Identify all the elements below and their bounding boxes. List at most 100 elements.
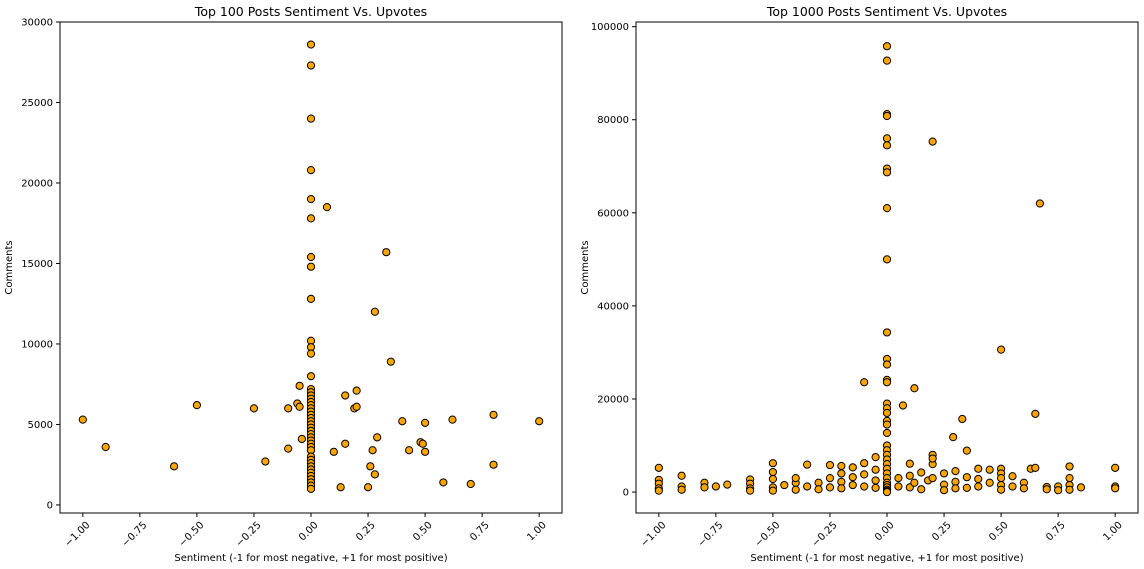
data-point (336, 483, 345, 492)
data-point (882, 378, 892, 387)
data-point (405, 446, 414, 455)
data-point (898, 401, 908, 410)
data-point (306, 194, 316, 204)
data-point (297, 434, 306, 444)
data-point (882, 204, 892, 213)
x-ticks: −1.00 −0.75 −0.50 −0.25 0.00 0.25 0.50 0.75 1.00 (63, 513, 549, 549)
data-point (1065, 473, 1074, 483)
data-point (996, 485, 1006, 494)
data-point (466, 479, 475, 489)
data-point (962, 473, 971, 482)
data-point (382, 248, 391, 257)
x-tick-label: 0.75 (1044, 520, 1068, 544)
data-point (398, 417, 407, 426)
y-ticks: 0 20000 40000 60000 80000 100000 (591, 22, 636, 499)
data-point (322, 203, 332, 212)
data-point (420, 447, 430, 456)
y-tick-label: 20000 (597, 394, 629, 405)
data-point (1019, 484, 1029, 493)
data-point (654, 486, 663, 495)
data-point (928, 454, 937, 463)
data-point (910, 384, 919, 393)
data-point (306, 484, 316, 493)
data-point (1111, 484, 1120, 493)
data-point (803, 482, 812, 491)
data-point (306, 61, 316, 70)
data-point (1035, 199, 1044, 208)
data-point (825, 483, 835, 492)
x-tick-label: 0.50 (987, 520, 1011, 544)
data-point (1065, 485, 1074, 494)
data-point (745, 486, 755, 495)
data-point (101, 442, 110, 452)
data-point (985, 478, 994, 487)
chart-top-100-posts: Top 100 Posts Sentiment Vs. Upvotes Sent… (4, 4, 563, 564)
data-point (996, 345, 1006, 354)
data-point (939, 486, 949, 495)
data-point (882, 56, 892, 65)
data-point (882, 134, 892, 143)
data-point (768, 474, 778, 484)
data-point (780, 480, 789, 490)
data-point (1008, 482, 1017, 491)
data-point (882, 408, 892, 418)
data-point (917, 485, 926, 494)
data-point (489, 410, 498, 419)
x-axis-label: Sentiment (-1 for most negative, +1 for … (174, 553, 447, 564)
data-point (860, 470, 869, 479)
data-point (768, 467, 778, 477)
data-point (768, 486, 778, 495)
data-point (341, 391, 350, 400)
data-point (700, 483, 709, 492)
y-tick-label: 5000 (28, 420, 53, 431)
data-point (306, 214, 316, 223)
data-point (368, 446, 377, 455)
y-tick-label: 10000 (21, 339, 53, 350)
data-point (837, 461, 846, 471)
data-point (677, 485, 686, 494)
data-point (654, 463, 663, 472)
scatter-points (654, 42, 1120, 497)
data-point (882, 168, 892, 177)
x-tick-label: 0.00 (873, 520, 897, 544)
x-tick-label: 0.25 (930, 520, 954, 544)
data-point (825, 460, 835, 470)
y-tick-label: 0 (623, 488, 629, 499)
x-tick-label: −0.50 (753, 520, 782, 549)
data-point (951, 484, 960, 493)
data-point (882, 328, 892, 337)
data-point (905, 459, 914, 468)
data-point (448, 415, 457, 424)
x-tick-label: 1.00 (525, 520, 549, 544)
data-point (352, 402, 361, 411)
data-point (803, 460, 812, 469)
data-point (1042, 485, 1051, 494)
x-ticks: −1.00 −0.75 −0.50 −0.25 0.00 0.25 0.50 0.75 1.00 (639, 513, 1125, 549)
data-point (386, 357, 395, 366)
data-point (894, 482, 903, 491)
data-point (791, 485, 800, 494)
data-point (418, 439, 427, 448)
data-point (1031, 463, 1040, 472)
data-point (295, 381, 304, 390)
data-point (261, 457, 270, 466)
data-point (962, 446, 971, 455)
data-point (363, 483, 373, 492)
data-point (1076, 483, 1086, 492)
x-tick-label: 0.00 (297, 520, 321, 544)
data-point (768, 459, 778, 468)
data-point (917, 468, 926, 477)
data-point (370, 307, 379, 316)
data-point (848, 473, 857, 482)
data-point (928, 137, 937, 146)
data-point (871, 476, 880, 485)
data-point (329, 447, 338, 456)
data-point (535, 417, 544, 426)
y-tick-label: 40000 (597, 301, 629, 312)
data-point (985, 465, 994, 474)
x-tick-label: 1.00 (1101, 520, 1125, 544)
plot-area-frame (635, 21, 1139, 514)
data-point (295, 402, 304, 411)
data-point (677, 471, 686, 480)
x-tick-label: −0.25 (234, 520, 263, 549)
